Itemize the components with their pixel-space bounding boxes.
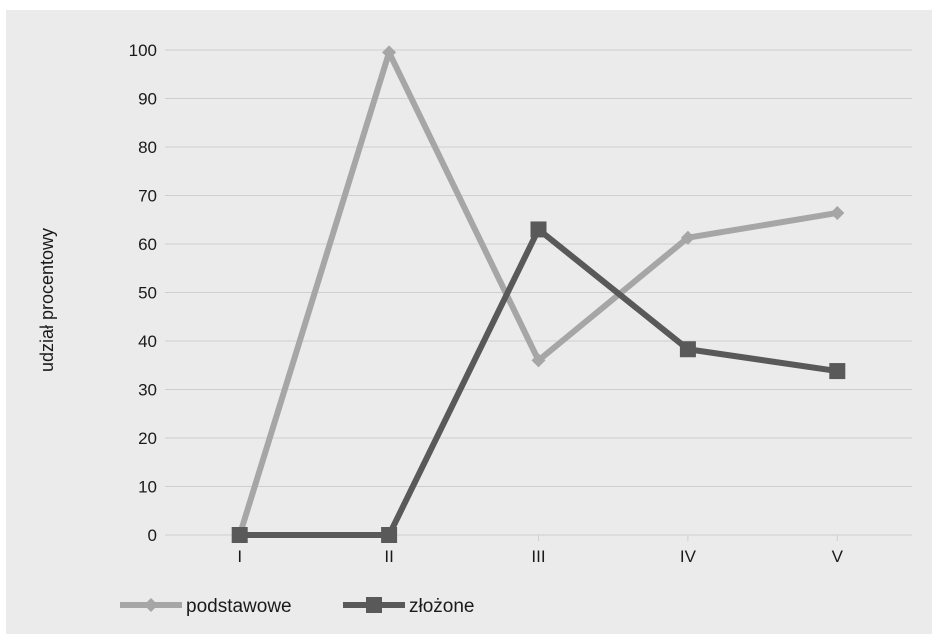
- x-tick-label: IV: [680, 547, 697, 566]
- series-line: [236, 226, 841, 538]
- data-point: [830, 205, 845, 220]
- y-tick-label: 60: [138, 235, 157, 254]
- series-2: [231, 221, 846, 543]
- data-point: [382, 45, 397, 60]
- data-point: [829, 363, 846, 380]
- x-tick-label: I: [237, 547, 242, 566]
- data-point: [531, 353, 546, 368]
- legend-item: złożone: [343, 596, 475, 617]
- data-point: [381, 527, 398, 543]
- y-tick-label: 30: [138, 381, 157, 400]
- series-group: [231, 45, 846, 543]
- y-axis-ticks: 0 10 20 30 40 50 60 70 80 90 100: [129, 41, 157, 545]
- y-tick-label: 90: [138, 90, 157, 109]
- y-tick-label: 100: [129, 41, 157, 60]
- chart-background: [6, 10, 932, 634]
- legend: podstawowe złożone: [120, 596, 475, 617]
- x-tick-label: II: [384, 547, 393, 566]
- x-tick-label: V: [832, 547, 844, 566]
- series-line: [236, 49, 841, 538]
- data-point: [231, 527, 248, 543]
- data-point: [679, 341, 696, 358]
- x-tick-label: III: [531, 547, 545, 566]
- y-tick-label: 20: [138, 429, 157, 448]
- y-tick-label: 80: [138, 138, 157, 157]
- data-point: [144, 598, 158, 612]
- y-tick-label: 70: [138, 187, 157, 206]
- data-point: [366, 597, 382, 613]
- series-1: [232, 45, 845, 542]
- y-tick-label: 0: [148, 526, 157, 545]
- y-tick-label: 40: [138, 332, 157, 351]
- data-point: [530, 221, 547, 238]
- y-axis-label: udział procentowy: [37, 228, 57, 372]
- gridlines: [165, 49, 912, 536]
- legend-label: złożone: [409, 596, 475, 617]
- y-tick-label: 10: [138, 478, 157, 497]
- data-point: [680, 230, 695, 245]
- y-tick-label: 50: [138, 284, 157, 303]
- legend-label: podstawowe: [186, 596, 292, 617]
- legend-item: podstawowe: [120, 596, 292, 617]
- x-axis-ticks: I II III IV V: [237, 535, 844, 566]
